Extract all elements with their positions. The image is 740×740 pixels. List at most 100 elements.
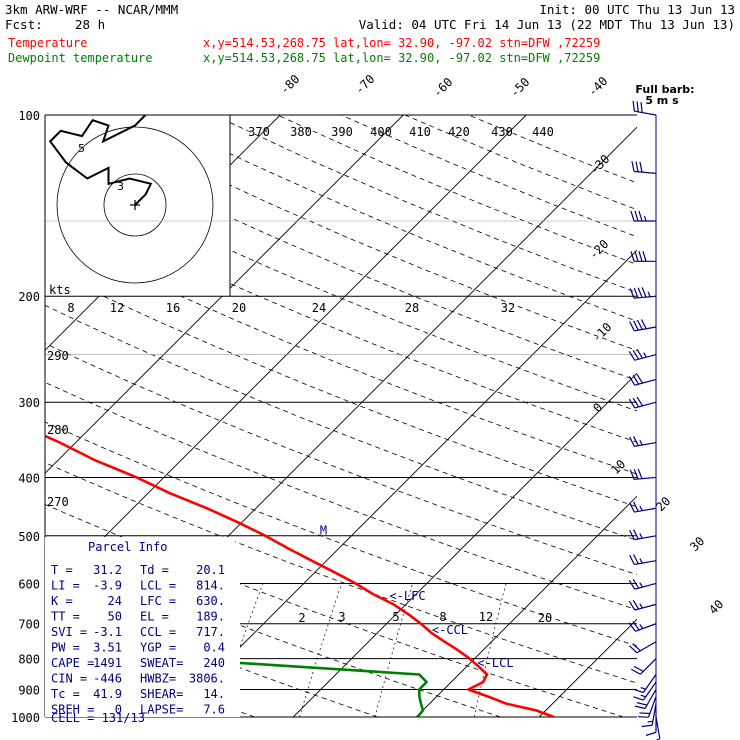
wind-barb-flag: [629, 321, 635, 332]
mixing-ratio-label: 12: [479, 610, 493, 624]
hodograph-ring-label: 20: [232, 301, 246, 315]
hodograph-ring-label: 32: [501, 301, 515, 315]
wind-barb-flag: [633, 665, 644, 672]
theta-label: 270: [47, 495, 69, 509]
wind-barb-flag: [632, 643, 641, 652]
hodograph-ring: [56, 126, 214, 284]
dewpoint-location: x,y=514.53,268.75 lat,lon= 32.90, -97.02…: [203, 51, 600, 65]
wind-barb-half-flag: [639, 582, 643, 588]
wind-barb-shaft: [655, 716, 661, 739]
pressure-tick-label: 800: [18, 653, 40, 667]
wind-barb: [628, 373, 657, 386]
mixing-ratio-label: 3: [338, 610, 345, 624]
parcel-info-cell: K =: [51, 594, 73, 608]
wind-barb-half-flag: [639, 603, 643, 609]
wind-barb-flag: [630, 668, 641, 675]
wind-barb-flag: [629, 469, 635, 480]
pressure-tick-label: 200: [18, 290, 40, 304]
wind-barb-half-flag: [639, 558, 643, 564]
parcel-info-cell: -3.9: [93, 579, 122, 593]
isotherm-line: [662, 115, 740, 717]
wind-barb-flag: [636, 396, 643, 407]
wind-barb-profile: Full barb: 5 m s: [628, 83, 695, 740]
dry-adiabat-line: [340, 115, 637, 238]
wind-barb-flag: [655, 738, 661, 740]
wind-barb: [638, 696, 657, 718]
dry-adiabat-line: [468, 115, 637, 184]
wind-barb-flag: [632, 350, 640, 360]
model-title: 3km ARW-WRF -- NCAR/MMM: [5, 2, 178, 17]
parcel-info-cell: CCL =: [140, 625, 176, 639]
pressure-tick-label: 500: [18, 530, 40, 544]
wind-barb: [628, 621, 657, 632]
wind-barb-flag: [628, 622, 636, 632]
wind-barb-shaft: [635, 623, 657, 632]
isotherm-label: 10: [608, 457, 628, 477]
hodograph-speed-unit: kts: [49, 283, 71, 297]
wind-barb: [655, 716, 661, 740]
theta-e-label: 400: [370, 125, 392, 139]
wind-barb: [631, 161, 657, 174]
temperature-location: x,y=514.53,268.75 lat,lon= 32.90, -97.02…: [203, 36, 600, 50]
hodograph-ring-label: 16: [166, 301, 180, 315]
pressure-tick-label: 600: [18, 577, 40, 591]
parcel-info-cell: T =: [51, 563, 73, 577]
wind-barb: [628, 578, 657, 590]
isotherm-label: -20: [586, 237, 611, 262]
wind-barb-flag: [632, 621, 640, 631]
dry-adiabat-line: [277, 115, 637, 265]
valid-time: Valid: 04 UTC Fri 14 Jun 13 (22 MDT Thu …: [359, 17, 735, 32]
mixing-ratio-line: [299, 583, 342, 717]
parcel-info-bg: [45, 537, 235, 556]
wind-barb-flag: [632, 397, 640, 408]
wind-barb-flag: [630, 251, 635, 262]
wind-barb-half-flag: [639, 533, 643, 539]
isotherm-label: -40: [585, 74, 610, 99]
isotherm-label: 30: [687, 534, 707, 554]
isotherm-line: [415, 495, 637, 717]
parcel-info-cell: SVI =: [51, 625, 87, 639]
wind-barb-flag: [628, 600, 636, 611]
temperature-legend: Temperature: [8, 36, 87, 50]
wind-barb: [629, 287, 657, 299]
wind-barb-flag: [632, 578, 640, 589]
temperature-trace: [45, 434, 555, 717]
wind-barb: [629, 554, 657, 566]
theta-e-label: 440: [532, 125, 554, 139]
wind-barb: [629, 529, 657, 541]
wind-barb-flag: [637, 287, 643, 298]
parcel-info-cell: Tc =: [51, 687, 80, 701]
hodograph-trace: [48, 115, 153, 206]
parcel-info-cell: LI =: [51, 579, 80, 593]
parcel-info-cell: LAPSE=: [140, 703, 183, 717]
wind-barb: [630, 658, 657, 675]
wind-barb-flag: [633, 554, 639, 565]
isotherm-label: -50: [507, 75, 532, 100]
wind-barb: [629, 319, 657, 332]
wind-barb-flag: [628, 579, 636, 590]
isotherm-label: -70: [352, 72, 377, 97]
parcel-info-cell: SHEAR=: [140, 687, 183, 701]
parcel-info-cell: CIN =: [51, 672, 87, 686]
chart-header: 3km ARW-WRF -- NCAR/MMM Init: 00 UTC Thu…: [5, 2, 735, 65]
mixing-ratio-label: 8: [439, 610, 446, 624]
wind-barb-flag: [636, 319, 643, 330]
wind-barb-flag: [633, 436, 639, 446]
hodograph-marker-label: 3: [117, 180, 124, 193]
parcel-info-cell: CAPE =: [51, 656, 94, 670]
parcel-info-cell: 50: [108, 610, 122, 624]
parcel-info-cell: -446: [93, 672, 122, 686]
parcel-info-cell: TT =: [51, 610, 80, 624]
barb-legend-title: Full barb:: [635, 83, 694, 96]
wind-barb-flag: [633, 688, 644, 694]
parcel-info-cell: 20.1: [196, 563, 225, 577]
wind-barb-flag: [632, 100, 635, 112]
wind-barb-flag: [638, 716, 649, 718]
wind-barb-half-flag: [643, 352, 647, 358]
parcel-cell: CELL = 131/13: [51, 711, 145, 725]
parcel-info-cell: 0: [115, 703, 122, 717]
isotherm-line: [169, 249, 637, 717]
